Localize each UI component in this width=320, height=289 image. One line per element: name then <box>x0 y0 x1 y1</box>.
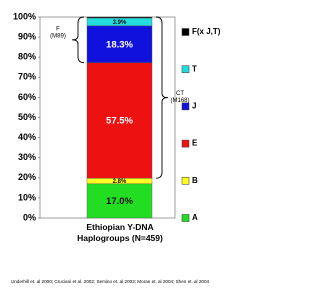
y-tick-label: 60% <box>18 92 36 102</box>
legend-label: A <box>192 213 198 222</box>
annotation: (M168) <box>170 98 189 104</box>
y-tick-label: 30% <box>18 152 36 162</box>
data-label: 3.9% <box>113 20 127 26</box>
bar-segment <box>86 183 153 219</box>
y-tick-label: 100% <box>13 11 36 21</box>
legend-label: F(x J,T) <box>192 27 220 36</box>
brace <box>71 16 85 64</box>
legend-swatch <box>181 139 190 148</box>
data-label: 17.0% <box>106 196 133 207</box>
legend-label: J <box>192 102 196 111</box>
bar-segment <box>86 25 153 63</box>
y-tick-label: 0% <box>23 212 36 222</box>
legend-label: T <box>192 64 197 73</box>
bar-segment <box>86 62 153 179</box>
y-tick-label: 20% <box>18 172 36 182</box>
annotation: CT <box>176 91 184 97</box>
chart: Underhill et. al 2000; Cruciani et al. 2… <box>11 11 220 284</box>
data-label: 57.5% <box>106 115 133 126</box>
legend-swatch <box>181 65 190 73</box>
annotation: F <box>56 26 60 32</box>
annotation: (M89) <box>50 33 66 39</box>
y-tick-label: 70% <box>18 72 36 82</box>
legend-swatch <box>181 102 190 111</box>
legend-swatch <box>181 177 190 185</box>
source-note: Underhill et. al 2000; Cruciani et al. 2… <box>11 279 210 284</box>
page: Underhill et. al 2000; Cruciani et al. 2… <box>11 11 220 284</box>
bar-segment <box>86 16 153 19</box>
legend-label: B <box>192 176 198 185</box>
y-tick-label: 10% <box>18 192 36 202</box>
y-tick-label: 50% <box>18 112 36 122</box>
y-tick-label: 80% <box>18 52 36 62</box>
x-category-label: Ethiopian Y-DNA Haplogroups (N=459) <box>77 222 163 243</box>
legend-label: E <box>192 139 198 148</box>
y-tick-label: 90% <box>18 31 36 41</box>
legend-swatch <box>181 214 190 222</box>
data-label: 2.8% <box>113 179 127 185</box>
brace <box>155 16 169 179</box>
data-label: 18.3% <box>106 39 133 50</box>
legend-swatch <box>181 28 190 36</box>
y-tick-label: 40% <box>18 132 36 142</box>
